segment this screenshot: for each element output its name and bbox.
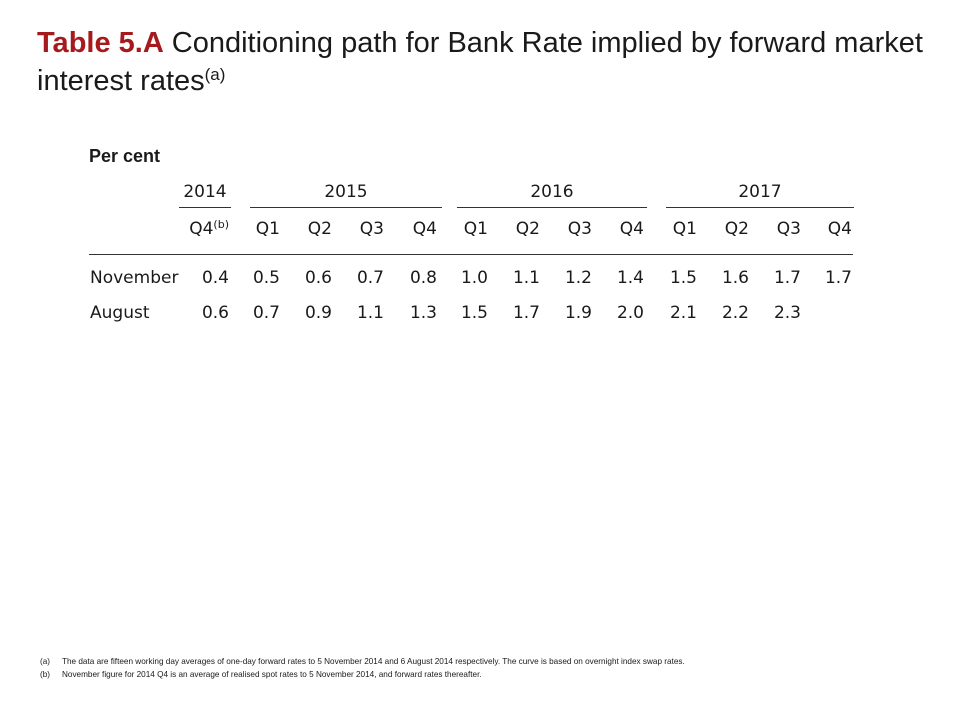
footnote-text: November figure for 2014 Q4 is an averag… [62, 670, 482, 679]
year-header-2016: 2016 [530, 182, 574, 202]
table-cell: 1.7 [512, 303, 540, 323]
table-cell: 0.8 [409, 268, 437, 288]
quarter-header: Q3 [359, 219, 384, 239]
quarter-header: Q2 [515, 219, 540, 239]
table-cell: 1.7 [824, 268, 852, 288]
quarter-header: Q1 [255, 219, 280, 239]
row-label-august: August [90, 303, 150, 323]
footnote-a: (a) The data are fifteen working day aver… [40, 657, 685, 666]
table-number: Table 5.A [37, 27, 164, 59]
table-cell: 2.1 [669, 303, 697, 323]
table-cell: 1.3 [409, 303, 437, 323]
table-cell: 0.5 [252, 268, 280, 288]
title-footnote-mark: (a) [204, 65, 226, 84]
unit-label: Per cent [89, 146, 161, 166]
quarter-header: Q1 [463, 219, 488, 239]
table-cell: 2.2 [721, 303, 749, 323]
table-cell: 0.6 [201, 303, 229, 323]
table-cell: 0.7 [356, 268, 384, 288]
year-underline-2015 [250, 207, 442, 208]
table-cell: 0.9 [304, 303, 332, 323]
table-cell: 0.4 [201, 268, 229, 288]
table-cell: 2.3 [773, 303, 801, 323]
quarter-header: Q1 [672, 219, 697, 239]
header-rule [89, 254, 853, 255]
table-cell: 0.7 [252, 303, 280, 323]
quarter-header: Q2 [307, 219, 332, 239]
quarter-header: Q2 [724, 219, 749, 239]
year-underline-2017 [666, 207, 854, 208]
year-header-2014: 2014 [183, 182, 227, 202]
quarter-header: Q4 [827, 219, 852, 239]
table-cell: 1.1 [512, 268, 540, 288]
year-header-2015: 2015 [324, 182, 368, 202]
footnote-text: The data are fifteen working day average… [62, 657, 685, 666]
table-cell: 1.7 [773, 268, 801, 288]
year-underline-2016 [457, 207, 647, 208]
footnote-mark: (b) [40, 670, 51, 679]
table-cell: 0.6 [304, 268, 332, 288]
footnote-b: (b) November figure for 2014 Q4 is an ave… [40, 670, 482, 679]
quarter-footnote-mark: (b) [213, 218, 229, 231]
table-title-text: Conditioning path for Bank Rate implied … [37, 27, 923, 97]
table-cell: 1.9 [564, 303, 592, 323]
table-cell: 1.1 [356, 303, 384, 323]
quarter-header: Q4 [619, 219, 644, 239]
quarter-header: Q4 [412, 219, 437, 239]
table-cell: 2.0 [616, 303, 644, 323]
quarter-header: Q3 [776, 219, 801, 239]
table-cell: 1.5 [669, 268, 697, 288]
table-cell: 1.5 [460, 303, 488, 323]
row-label-november: November [90, 268, 179, 288]
table-cell: 1.4 [616, 268, 644, 288]
quarter-header: Q3 [567, 219, 592, 239]
year-underline-2014 [179, 207, 231, 208]
year-header-2017: 2017 [738, 182, 782, 202]
footnote-mark: (a) [40, 657, 51, 666]
page-title: Table 5.A Conditioning path for Bank Rate… [37, 24, 927, 100]
table-cell: 1.6 [721, 268, 749, 288]
table-cell: 1.2 [564, 268, 592, 288]
table-cell: 1.0 [460, 268, 488, 288]
quarter-header: Q4(b) [189, 218, 229, 239]
